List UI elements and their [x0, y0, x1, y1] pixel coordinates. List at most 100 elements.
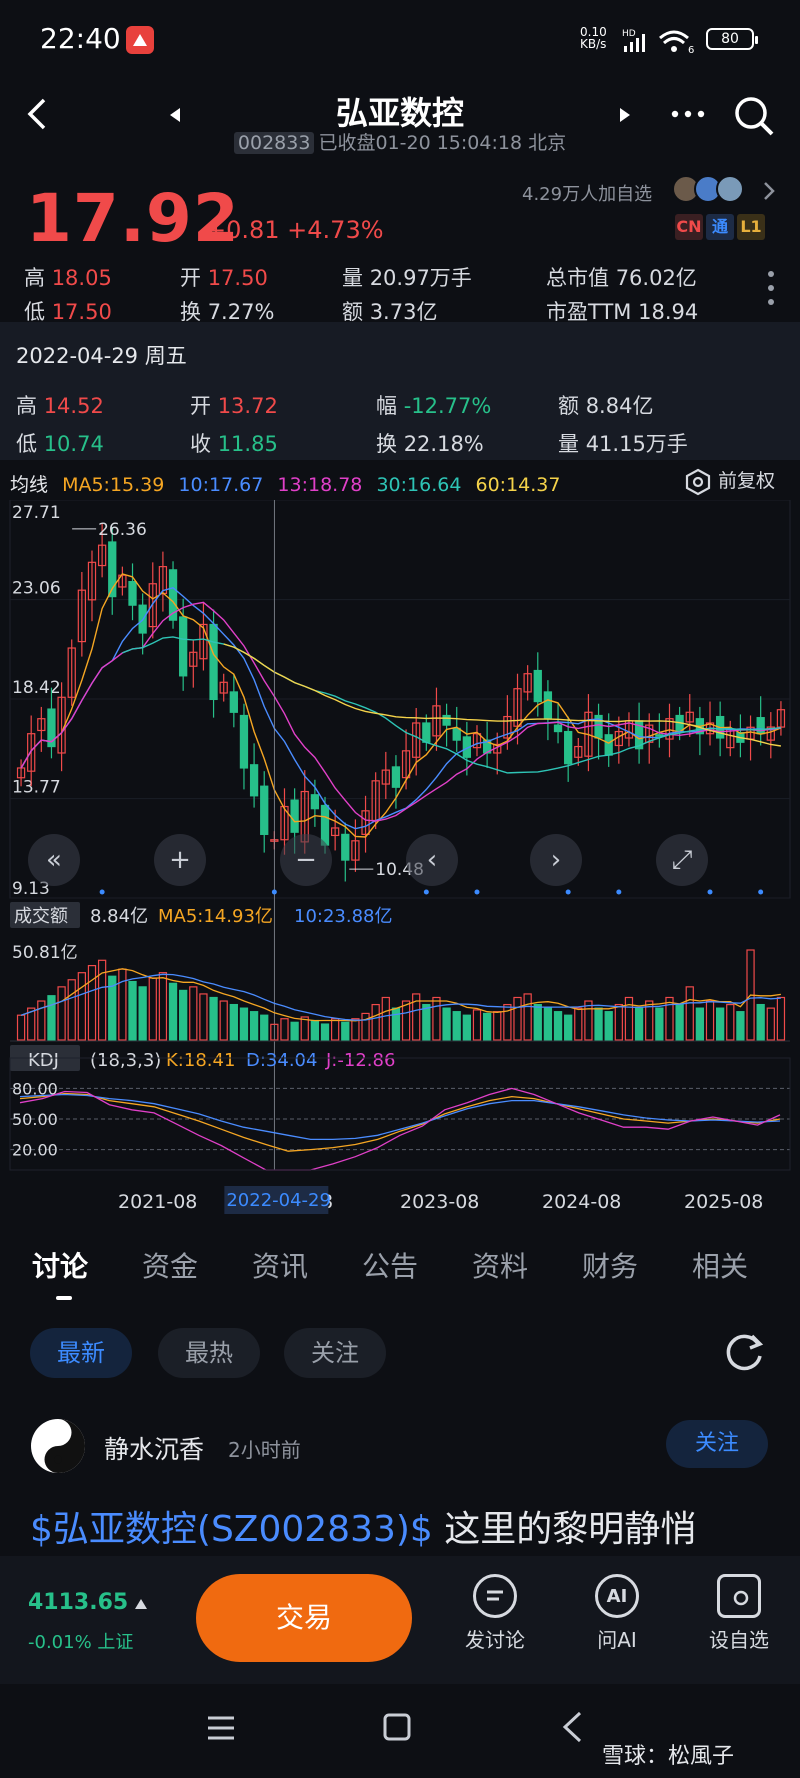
tab-funds[interactable]: 资金	[142, 1250, 199, 1283]
day-high-value: 14.52	[43, 394, 104, 418]
volume-bar	[564, 1014, 573, 1041]
quote-open: 开 17.50	[180, 262, 268, 292]
tab-financials[interactable]: 财务	[582, 1250, 639, 1283]
day-close: 收 11.85	[190, 428, 278, 458]
ma13-value: 13:18.78	[277, 474, 363, 496]
filter-following[interactable]: 关注	[284, 1328, 386, 1378]
chart-next-button[interactable]: ›	[530, 834, 582, 886]
candle-body	[766, 726, 775, 741]
followers-count[interactable]: 4.29万人加自选	[522, 184, 653, 205]
volume-bar	[604, 1011, 613, 1041]
adjust-toggle[interactable]: 前复权	[684, 466, 775, 496]
refresh-icon[interactable]	[722, 1330, 766, 1374]
candle-body	[47, 708, 56, 748]
volume-bar	[412, 993, 421, 1041]
volume-bar	[47, 995, 56, 1041]
candle-body	[442, 714, 451, 726]
tab-news[interactable]: 资讯	[252, 1250, 309, 1283]
event-dot	[423, 889, 429, 895]
quote-low-label: 低	[24, 300, 45, 324]
quote-turnover: 换 7.27%	[180, 296, 274, 326]
net-speed-unit: KB/s	[580, 37, 607, 51]
quote-pe: 市盈TTM 18.94	[546, 296, 698, 326]
candle-body	[381, 769, 390, 785]
kdj-k-value: K:18.41	[166, 1050, 235, 1071]
recent-apps-icon[interactable]	[206, 1714, 236, 1742]
chart-rewind-button[interactable]: «	[28, 834, 80, 886]
zoom-in-button[interactable]: +	[154, 834, 206, 886]
day-high: 高 14.52	[16, 390, 104, 420]
filter-hot[interactable]: 最热	[158, 1328, 260, 1378]
day-open-value: 13.72	[217, 394, 278, 418]
back-icon[interactable]	[22, 96, 52, 132]
ma5-value: MA5:15.39	[62, 474, 165, 496]
volume-bar	[523, 993, 532, 1041]
volume-bar	[584, 1000, 593, 1041]
follower-avatars[interactable]	[672, 174, 752, 208]
volume-bar	[158, 972, 168, 1041]
kdj-j-value: J:-12.86	[325, 1050, 395, 1071]
post-discussion-label: 发讨论	[465, 1628, 525, 1652]
chat-bubble-icon	[473, 1574, 517, 1618]
volume-bar	[168, 982, 178, 1041]
x-tick-label: 2024-08	[542, 1191, 621, 1213]
author-avatar[interactable]	[30, 1418, 86, 1474]
next-stock-icon[interactable]	[616, 106, 634, 124]
volume-bar	[249, 1011, 259, 1041]
day-close-value: 11.85	[217, 432, 278, 456]
fullscreen-button[interactable]: ⤢	[656, 834, 708, 886]
ma10-line	[20, 587, 782, 830]
quote-high-label: 高	[24, 266, 45, 290]
quote-pe-label: 市盈TTM	[546, 300, 632, 324]
candle-body	[97, 544, 107, 567]
day-open-label: 开	[190, 394, 211, 418]
quote-vol-label: 量	[342, 266, 363, 290]
chart-prev-button[interactable]: ‹	[406, 834, 458, 886]
post-text[interactable]: $弘亚数控(SZ002833)$ 这里的黎明静悄	[30, 1500, 696, 1552]
volume-bar	[472, 1009, 482, 1041]
tab-discussion[interactable]: 讨论	[32, 1250, 89, 1283]
volume-bar	[77, 972, 87, 1041]
volume-bar	[533, 1003, 542, 1041]
search-icon[interactable]	[732, 94, 776, 138]
ma60-value: 60:14.37	[475, 474, 561, 496]
system-back-icon[interactable]	[560, 1710, 584, 1744]
add-watchlist-button[interactable]: 设自选	[694, 1574, 784, 1653]
chevron-right-icon[interactable]	[762, 180, 776, 202]
volume-bar	[553, 1011, 563, 1041]
day-turn-value: 22.18%	[403, 432, 484, 456]
more-icon[interactable]	[670, 108, 706, 120]
candle-body	[108, 541, 117, 598]
hexagon-settings-icon	[685, 468, 711, 495]
battery-indicator: 80	[706, 28, 758, 50]
candle-body	[422, 722, 431, 743]
quote-more-icon[interactable]	[766, 270, 776, 306]
trade-button[interactable]: 交易	[196, 1574, 412, 1662]
stock-link[interactable]: $弘亚数控(SZ002833)$	[30, 1509, 433, 1550]
market-status: 002833 已收盘01-20 15:04:18 北京	[0, 128, 800, 155]
follow-author-button[interactable]: 关注	[666, 1420, 768, 1468]
ask-ai-button[interactable]: AI 问AI	[572, 1574, 662, 1653]
volume-bar	[614, 1003, 623, 1041]
filter-latest[interactable]: 最新	[30, 1328, 132, 1378]
post-discussion-button[interactable]: 发讨论	[450, 1574, 540, 1653]
home-icon[interactable]	[382, 1712, 412, 1742]
price-tick-label: 9.13	[12, 879, 50, 899]
tab-profile[interactable]: 资料	[472, 1250, 529, 1283]
author-name[interactable]: 静水沉香	[104, 1435, 205, 1464]
day-low-label: 低	[16, 432, 37, 456]
kdj-tick-label: 20.00	[12, 1141, 58, 1160]
index-value[interactable]: 4113.65	[28, 1590, 129, 1615]
event-dot	[99, 889, 105, 895]
tab-related[interactable]: 相关	[692, 1250, 749, 1283]
wifi-label: 6	[688, 45, 694, 54]
tab-announcements[interactable]: 公告	[362, 1250, 419, 1283]
candle-body	[564, 730, 573, 765]
day-volume: 量 41.15万手	[558, 428, 688, 458]
avatar-stack-icon	[672, 175, 744, 203]
zoom-out-button[interactable]: −	[280, 834, 332, 886]
candle-body	[351, 840, 360, 861]
prev-stock-icon[interactable]	[166, 106, 184, 124]
candle-body	[523, 673, 532, 693]
